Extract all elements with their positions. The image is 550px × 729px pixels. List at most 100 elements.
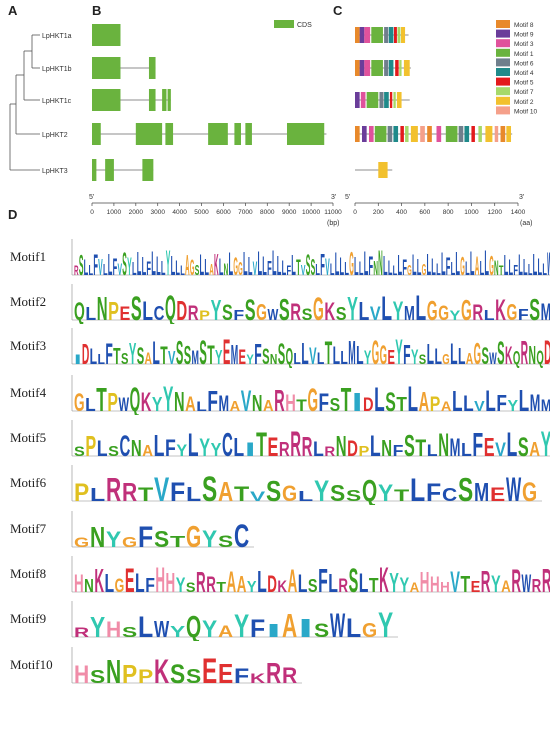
logo-residue: Y <box>395 333 402 368</box>
logo-residue: G <box>282 481 297 505</box>
logo-residue: S <box>222 300 233 324</box>
motif-legend-label: Motif 5 <box>514 80 534 87</box>
logo-residue: F <box>113 254 118 279</box>
logo-residue: A <box>288 563 298 596</box>
logo-residue: L <box>137 245 142 279</box>
logo-residue: K <box>495 294 506 324</box>
logo-residue: S <box>195 262 200 279</box>
logo-residue: Q <box>186 609 201 641</box>
motif-legend-label: Motif 3 <box>514 41 534 48</box>
logo-residue: M <box>231 339 238 368</box>
logo-residue: L <box>427 441 438 460</box>
logo-residue: G <box>438 302 449 324</box>
logo-residue: E <box>387 347 394 368</box>
motif-box <box>464 126 470 142</box>
logo-residue: S <box>385 387 396 415</box>
logo-residue: V <box>253 259 258 279</box>
logo-residue: S <box>529 292 540 324</box>
logo-residue: G <box>522 477 537 505</box>
logo-residue: V <box>241 385 252 415</box>
motif-box <box>445 126 458 142</box>
logo-residue: Y <box>389 567 399 596</box>
motif-box <box>485 126 493 142</box>
logo-residue: S <box>404 428 415 460</box>
logo-residue: S <box>330 395 341 415</box>
logo-residue: Y <box>211 440 222 460</box>
logo-residue: E <box>484 432 495 460</box>
logo-residue: N <box>131 435 142 460</box>
logo-residue: I <box>298 613 313 641</box>
logo-residue: F <box>165 435 176 460</box>
bp-axis-unit: (bp) <box>327 220 339 227</box>
logo-residue: L <box>243 245 248 279</box>
logo-residue: Y <box>491 571 501 596</box>
logo-residue: Y <box>202 616 217 641</box>
logo-residue: A <box>466 351 474 368</box>
logo-residue: Y <box>347 290 358 324</box>
logo-residue: T <box>415 435 426 460</box>
motif-box <box>420 126 425 142</box>
bp-axis-start: 5' <box>89 194 94 201</box>
logo-residue: L <box>301 336 308 368</box>
logo-residue: L <box>257 564 267 596</box>
logo-residue: L <box>262 251 267 279</box>
motif-box <box>359 60 365 76</box>
logo-residue: L <box>364 245 369 279</box>
logo-residue: Y <box>314 475 329 505</box>
logo-residue: M <box>219 391 230 415</box>
logo-residue: A <box>475 251 480 279</box>
logo-residue: L <box>344 259 349 279</box>
motif-box <box>388 27 394 43</box>
gene-structure-diagram: CDS 0 1000 2000 3000 4000 5000 6000 7000 8000 900… <box>89 20 342 227</box>
logo-residue: S <box>90 667 105 687</box>
motif-box <box>393 92 396 108</box>
logo-residue: Y <box>166 244 171 279</box>
logo-residue: L <box>333 342 340 368</box>
logo-residue: L <box>298 488 313 505</box>
logo-residue: S <box>108 443 119 460</box>
logo-residue: T <box>296 255 301 279</box>
logo-residue: F <box>93 249 98 279</box>
logo-residue: L <box>188 427 199 460</box>
logo-residue: N <box>252 390 263 415</box>
logo-residue: H <box>155 561 165 596</box>
motif-box <box>403 60 410 76</box>
motif-legend-label: Motif 10 <box>514 108 538 115</box>
logo-residue: C <box>234 518 249 551</box>
logo-residue: S <box>306 249 311 279</box>
logo-residue: Y <box>541 425 550 460</box>
motif-box <box>355 60 360 76</box>
logo-residue: F <box>138 521 153 551</box>
bp-axis-tick-label: 11000 <box>324 209 342 216</box>
logo-residue: L <box>108 247 113 279</box>
cds-block <box>148 89 156 111</box>
logo-residue: Q <box>362 473 377 505</box>
logo-residue: A <box>419 386 430 415</box>
phylogenetic-tree: LpHKT1a LpHKT1b LpHKT1c LpHKT2 LpHKT3 <box>9 33 72 175</box>
logo-residue: C <box>222 426 233 460</box>
logo-residue: S <box>266 476 281 505</box>
aa-axis-tick-label: 0 <box>353 209 357 216</box>
bp-axis-tick-label: 8000 <box>260 209 275 216</box>
logo-residue: Q <box>513 348 520 368</box>
logo-residue: F <box>146 259 151 279</box>
bp-axis-tick-label: 4000 <box>172 209 187 216</box>
logo-residue: L <box>180 262 185 278</box>
logo-residue: G <box>349 245 354 279</box>
logo-residue: S <box>121 351 129 368</box>
motif-logo-label: Motif2 <box>10 294 47 309</box>
logo-residue: L <box>291 250 296 279</box>
logo-residue: S <box>419 351 426 367</box>
logo-residue: G <box>372 334 379 368</box>
logo-residue: E <box>202 652 217 687</box>
motif-box <box>478 126 482 142</box>
logo-residue: K <box>277 577 287 596</box>
aa-axis-tick-label: 200 <box>373 209 384 216</box>
logo-residue: T <box>325 335 333 368</box>
logo-residue: F <box>233 307 244 324</box>
logo-residue: T <box>296 396 307 415</box>
logo-residue: G <box>186 519 201 551</box>
logo-residue: S <box>314 621 329 641</box>
